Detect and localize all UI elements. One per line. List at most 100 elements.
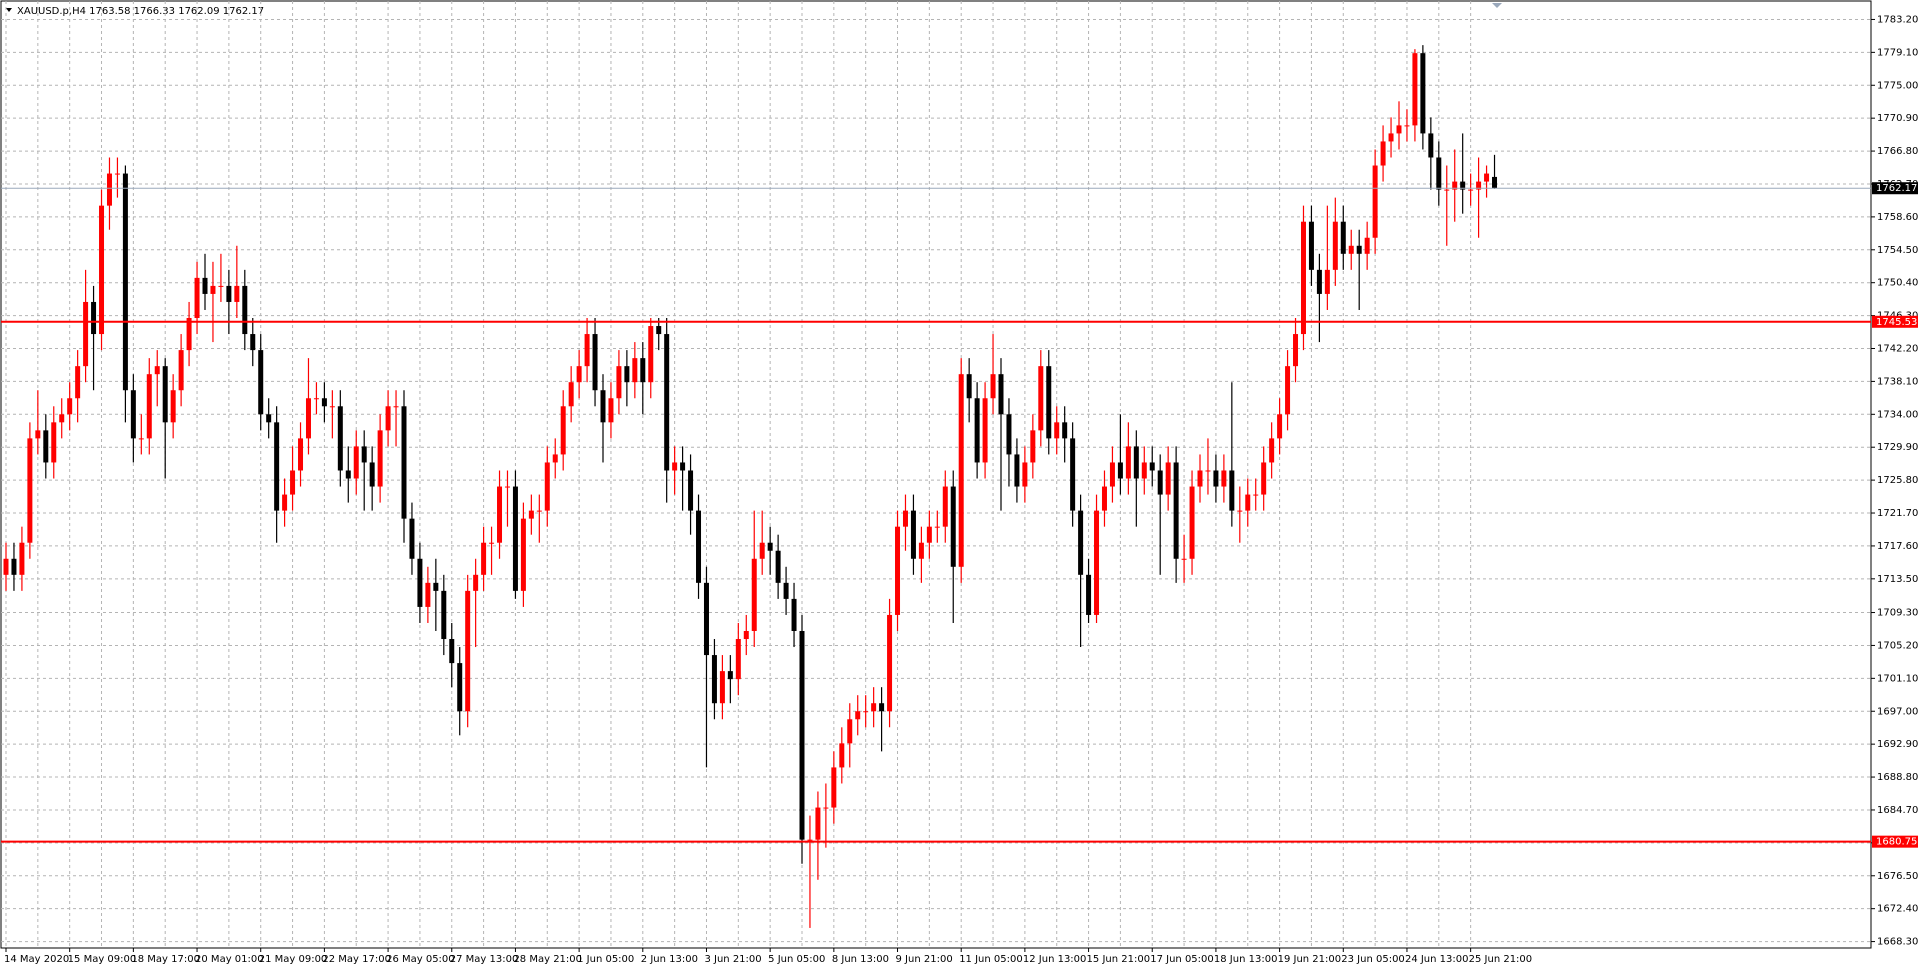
candle-body	[1141, 462, 1147, 479]
candle-body	[536, 510, 542, 512]
candle-body	[170, 390, 176, 423]
scroll-marker	[1492, 3, 1502, 8]
candle-body	[1348, 245, 1354, 254]
candle-body	[497, 486, 503, 543]
candle-body	[648, 326, 654, 383]
candle-body	[154, 366, 160, 375]
candle-body	[1213, 470, 1219, 487]
candle-body	[1308, 221, 1314, 270]
x-tick-label: 28 May 21:00	[513, 954, 582, 965]
candle-body	[1396, 125, 1402, 134]
candle-body	[67, 398, 73, 415]
candle-body	[512, 486, 518, 591]
candle-body	[895, 526, 901, 615]
candle-body	[871, 703, 877, 712]
candle-body	[990, 374, 996, 399]
candle-body	[815, 807, 821, 840]
candle-body	[1189, 486, 1195, 559]
candle-body	[1109, 462, 1115, 487]
candle-body	[998, 374, 1004, 415]
candle-body	[887, 614, 893, 712]
level-label-box	[1872, 182, 1918, 195]
x-tick-label: 5 Jun 05:00	[768, 954, 825, 965]
candle-body	[162, 366, 168, 423]
candle-body	[393, 406, 399, 408]
candle-body	[727, 671, 733, 680]
candle-body	[839, 743, 845, 768]
candle-body	[1245, 494, 1251, 511]
candle-body	[799, 630, 805, 840]
candle-body	[218, 285, 224, 287]
candle-body	[775, 550, 781, 583]
y-tick-label: 1697.00	[1877, 706, 1918, 717]
x-tick-label: 26 May 05:00	[386, 954, 455, 965]
candle-body	[1149, 462, 1155, 471]
candle-body	[1125, 446, 1131, 479]
y-tick-label: 1688.80	[1877, 772, 1918, 783]
candle-body	[918, 542, 924, 559]
candle-body	[1388, 133, 1394, 142]
candle-body	[1094, 510, 1100, 615]
candle-body	[337, 406, 343, 471]
candle-body	[353, 446, 359, 479]
candle-body	[51, 422, 57, 463]
y-tick-label: 1734.00	[1877, 409, 1918, 420]
y-tick-label: 1770.90	[1877, 113, 1918, 124]
candle-body	[1364, 237, 1370, 254]
candle-body	[1404, 125, 1410, 127]
candle-body	[290, 470, 296, 495]
candle-body	[274, 422, 280, 511]
candle-body	[1261, 462, 1267, 495]
level-label: 1680.75	[1876, 837, 1917, 848]
candle-body	[122, 173, 128, 391]
candle-body	[1133, 446, 1139, 479]
candle-body	[656, 326, 662, 335]
candle-body	[584, 334, 590, 367]
y-tick-label: 1729.90	[1877, 442, 1918, 453]
candle-body	[329, 406, 335, 408]
candle-body	[926, 526, 932, 543]
candle-body	[83, 301, 89, 367]
candle-body	[1165, 462, 1171, 495]
candle-body	[11, 558, 17, 575]
y-tick-label: 1783.20	[1877, 14, 1918, 25]
y-tick-label: 1775.00	[1877, 80, 1918, 91]
candle-body	[345, 470, 351, 479]
candle-body	[1006, 414, 1012, 455]
x-tick-label: 14 May 2020	[4, 954, 69, 965]
candle-body	[1173, 462, 1179, 559]
x-tick-label: 18 May 17:00	[131, 954, 200, 965]
x-tick-label: 15 May 09:00	[68, 954, 137, 965]
candle-body	[1101, 486, 1107, 511]
candle-body	[194, 277, 200, 319]
candle-body	[178, 350, 184, 391]
candle-body	[616, 366, 622, 399]
candle-body	[719, 671, 725, 704]
candle-body	[481, 542, 487, 575]
candle-body	[640, 358, 646, 383]
candle-body	[409, 518, 415, 559]
candle-body	[703, 582, 709, 656]
candle-body	[743, 630, 749, 640]
y-tick-label: 1705.20	[1877, 640, 1918, 651]
candle-body	[250, 334, 256, 351]
candle-body	[568, 382, 574, 407]
candle-body	[1492, 176, 1498, 189]
candle-body	[1420, 53, 1426, 134]
candle-body	[807, 839, 813, 841]
candle-body	[1205, 470, 1211, 472]
candle-body	[735, 639, 741, 680]
x-tick-label: 2 Jun 13:00	[641, 954, 698, 965]
candle-body	[401, 406, 407, 519]
candle-body	[528, 510, 534, 519]
candle-body	[146, 374, 152, 439]
level-label-box	[1872, 315, 1918, 328]
y-tick-label: 1684.70	[1877, 805, 1918, 816]
candle-body	[1412, 53, 1418, 126]
x-tick-label: 8 Jun 13:00	[832, 954, 889, 965]
candle-body	[1253, 494, 1259, 496]
y-tick-label: 1742.20	[1877, 344, 1918, 355]
y-tick-label: 1717.60	[1877, 541, 1918, 552]
